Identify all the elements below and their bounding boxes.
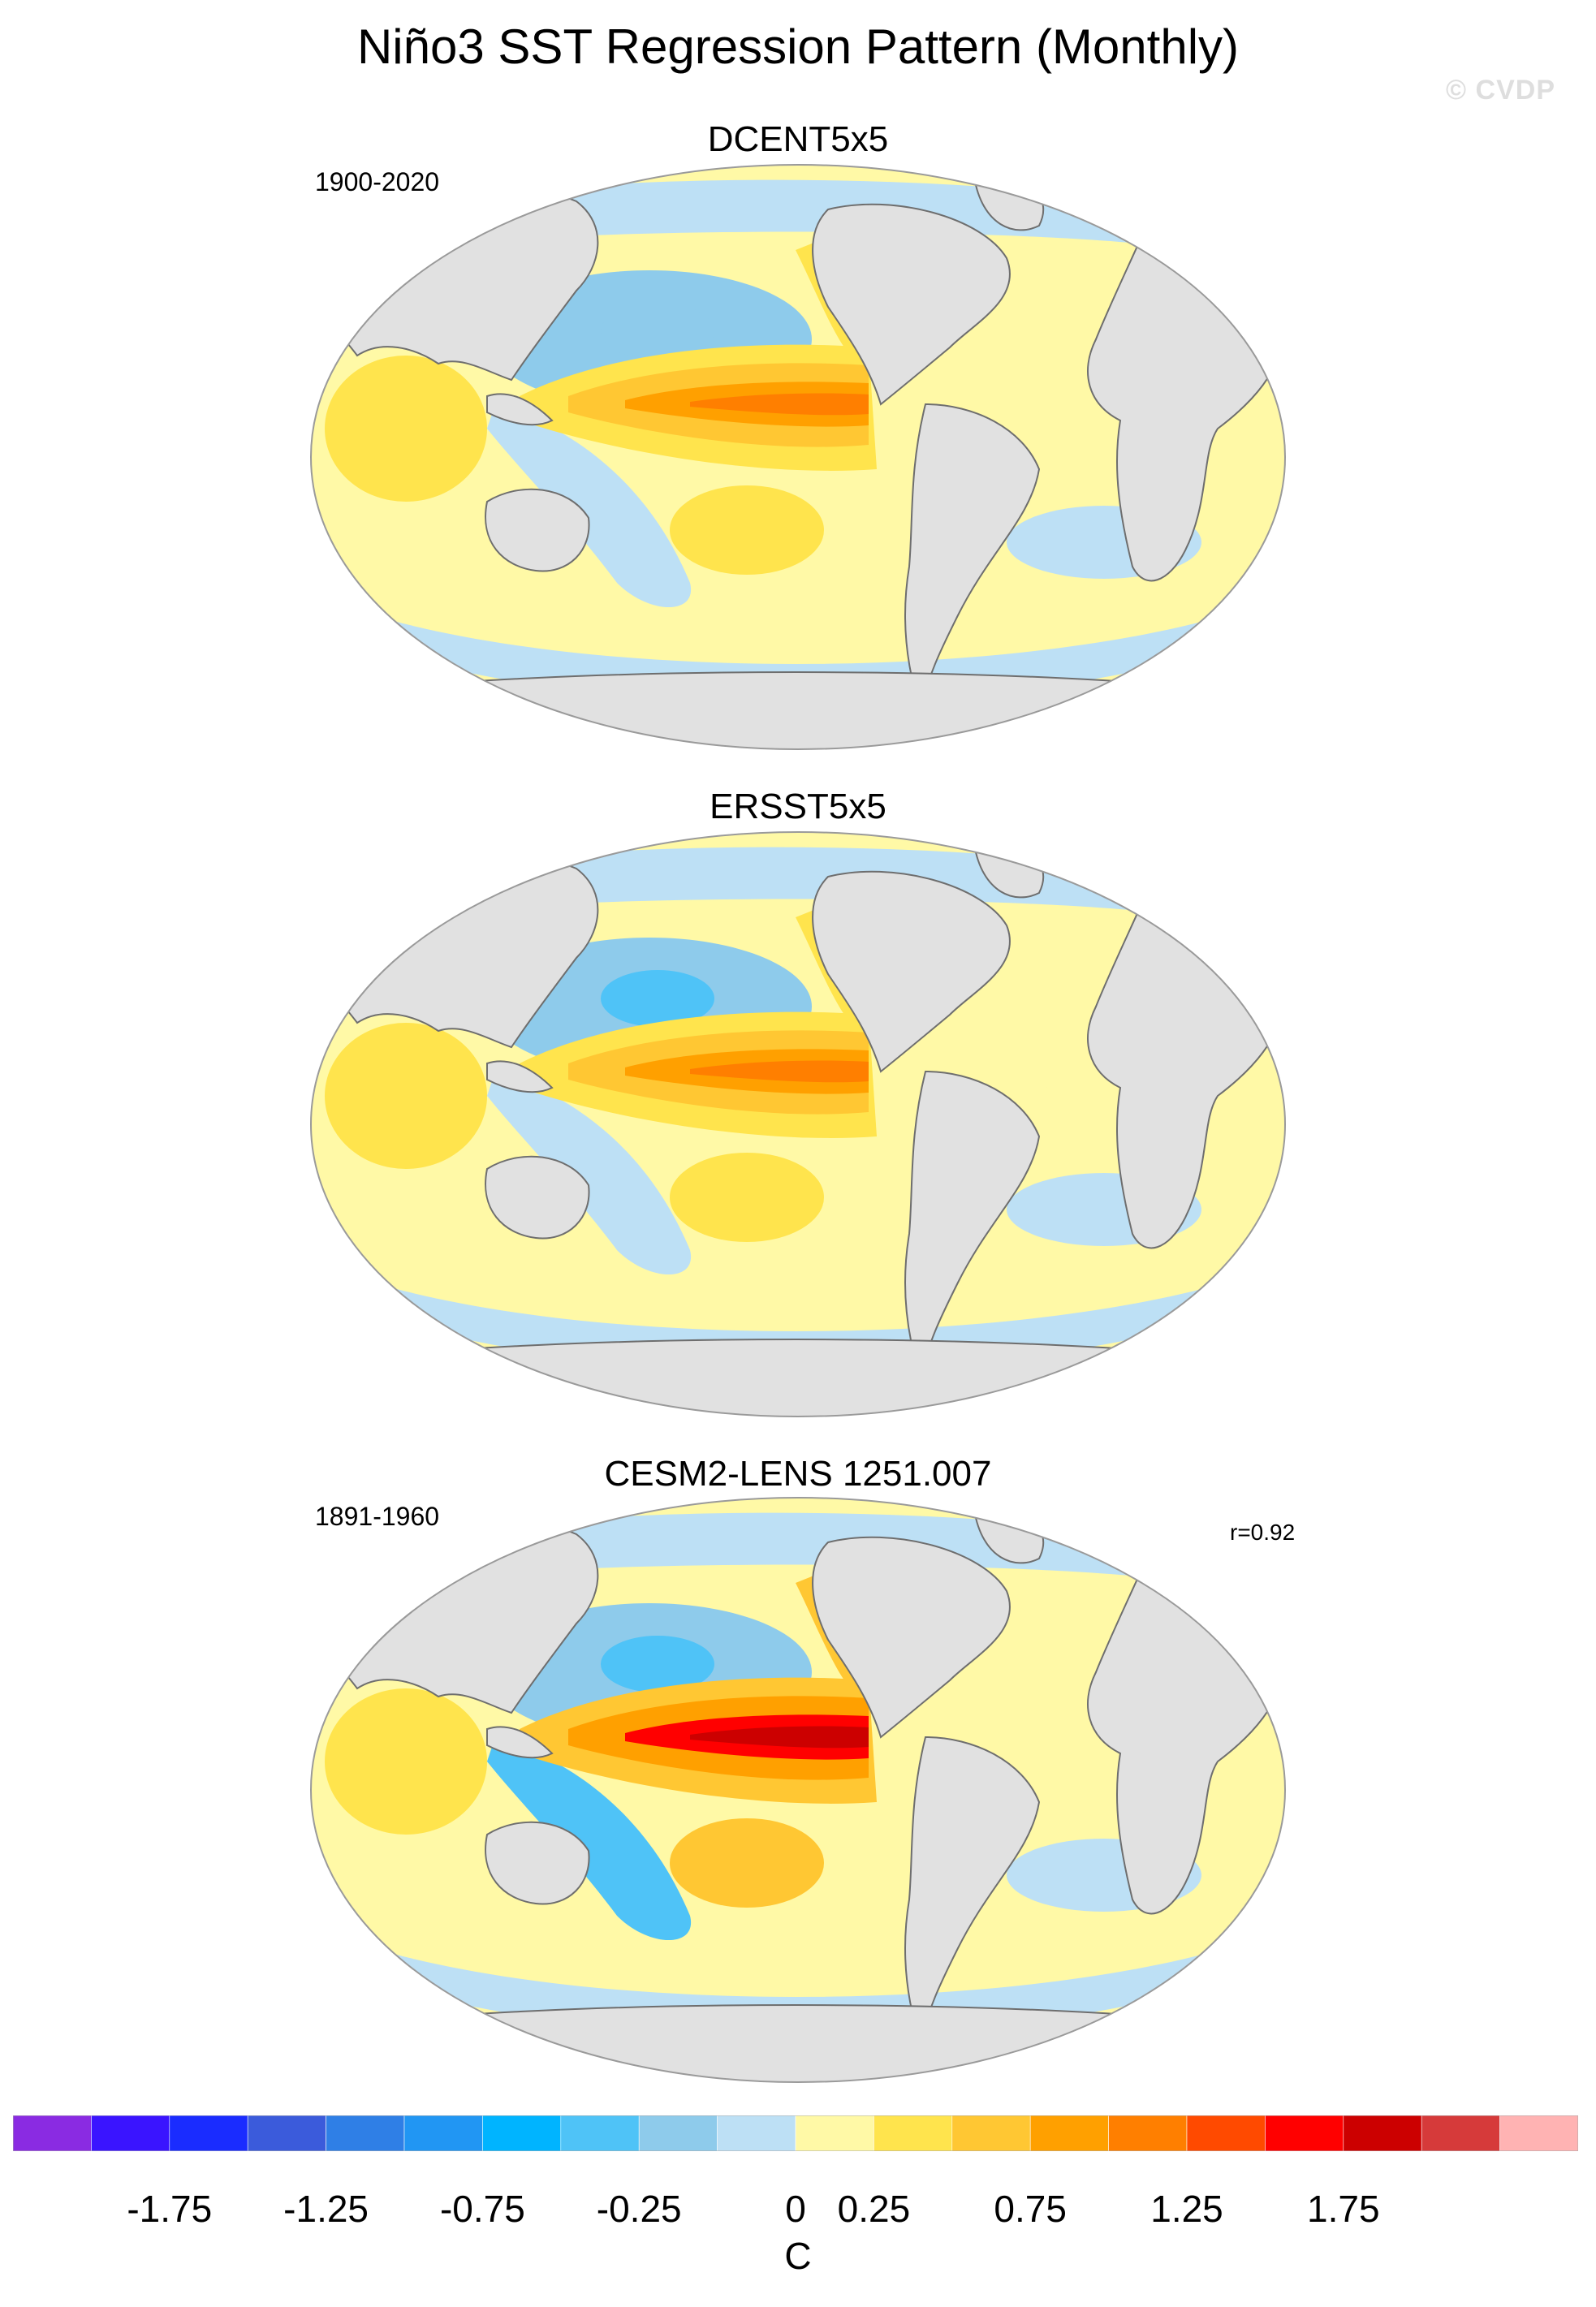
colorbar-labels: -1.75 -1.25 -0.75 -0.25 0 0.25 0.75 1.25 1.75	[0, 2187, 1596, 2244]
colorbar-bin	[247, 2115, 326, 2151]
west-pacific-cold	[487, 1737, 692, 1940]
australia-landmass	[485, 488, 590, 572]
sst-regression-map	[310, 831, 1286, 1417]
colorbar-bin	[560, 2115, 640, 2151]
south-america-landmass	[904, 403, 1041, 714]
south-pacific-warm	[670, 1153, 824, 1242]
panel-title: ERSST5x5	[710, 787, 886, 826]
colorbar-tick-label: 0.25	[837, 2188, 911, 2230]
antarctica-landmass	[311, 671, 1285, 749]
watermark-credit: © CVDP	[1446, 75, 1555, 106]
north-america-landmass	[812, 203, 1011, 406]
colorbar-bin	[326, 2115, 405, 2151]
australia-landmass	[485, 1155, 590, 1240]
south-pacific-warm	[670, 485, 824, 575]
colorbar-bin	[795, 2115, 874, 2151]
colorbar-tick-label: 1.75	[1307, 2188, 1380, 2230]
indian-ocean-warm	[325, 356, 487, 502]
west-pacific-cold	[487, 404, 692, 607]
north-america-landmass	[812, 870, 1011, 1073]
antarctica-landmass	[311, 2004, 1285, 2082]
panel-title: CESM2-LENS 1251.007	[604, 1454, 992, 1494]
period-label: 1900-2020	[315, 167, 440, 196]
colorbar-bin	[403, 2115, 483, 2151]
map-outline	[310, 831, 1286, 1417]
colorbar-bin	[91, 2115, 170, 2151]
figure-title: Niño3 SST Regression Pattern (Monthly)	[356, 19, 1240, 74]
antarctica-landmass	[311, 1339, 1285, 1417]
south-america-landmass	[904, 1736, 1041, 2046]
maritime-continent	[486, 1060, 554, 1093]
el-nino-peak	[690, 1060, 869, 1083]
colorbar-tick-label: 0.75	[994, 2188, 1067, 2230]
indian-ocean-warm	[325, 1688, 487, 1835]
south-america-landmass	[904, 1070, 1041, 1381]
colorbar-bin	[717, 2115, 796, 2151]
australia-landmass	[485, 1821, 590, 1905]
colorbar-tick-label: -1.25	[283, 2188, 369, 2230]
colorbar-bin	[1499, 2115, 1578, 2151]
colorbar-tick-label: 1.25	[1150, 2188, 1223, 2230]
north-pacific-core	[601, 303, 714, 360]
colorbar-bin	[482, 2115, 562, 2151]
colorbar-bin	[1186, 2115, 1266, 2151]
colorbar-bin	[1029, 2115, 1109, 2151]
map-outline	[310, 164, 1286, 750]
colorbar-tick-label: -1.75	[127, 2188, 213, 2230]
colorbar-tick-label: -0.75	[439, 2188, 525, 2230]
colorbar	[13, 2115, 1578, 2151]
colorbar-bin	[1265, 2115, 1344, 2151]
colorbar-bin	[638, 2115, 718, 2151]
indian-ocean-warm	[325, 1023, 487, 1169]
west-pacific-cold	[487, 1072, 692, 1274]
colorbar-bin	[1108, 2115, 1188, 2151]
north-america-landmass	[812, 1536, 1011, 1739]
maritime-continent	[486, 393, 554, 426]
colorbar-bin	[1421, 2115, 1500, 2151]
colorbar-bin	[169, 2115, 248, 2151]
period-label: 1891-1960	[315, 1502, 440, 1531]
correlation-label: r=0.92	[1230, 1520, 1296, 1545]
el-nino-peak	[690, 1726, 869, 1749]
sst-regression-map	[310, 1497, 1286, 2083]
panel-title: DCENT5x5	[707, 119, 889, 159]
colorbar-units: C	[784, 2235, 812, 2277]
colorbar-bin	[1343, 2115, 1422, 2151]
maritime-continent	[486, 1726, 554, 1759]
colorbar-bin	[951, 2115, 1031, 2151]
colorbar-bin	[13, 2115, 92, 2151]
north-pacific-core	[601, 970, 714, 1027]
south-pacific-warm	[670, 1818, 824, 1908]
el-nino-peak	[690, 393, 869, 416]
colorbar-tick-label: 0	[785, 2188, 806, 2230]
map-outline	[310, 1497, 1286, 2083]
colorbar-tick-label: -0.25	[596, 2188, 682, 2230]
north-pacific-core	[601, 1636, 714, 1693]
colorbar-bin	[873, 2115, 953, 2151]
sst-regression-map	[310, 164, 1286, 750]
